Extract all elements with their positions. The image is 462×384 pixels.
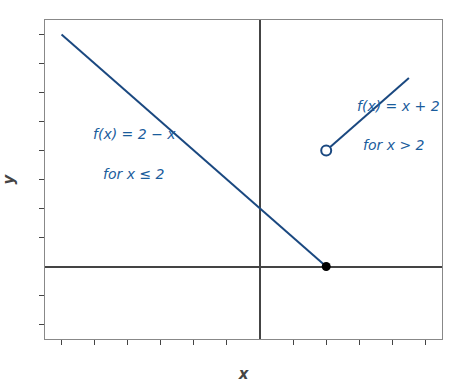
svg-text:f(x) = x + 2: f(x) = x + 2 [357,98,440,114]
svg-text:f(x) = 2 − x: f(x) = 2 − x [93,126,176,142]
svg-text:x: x [238,365,250,383]
svg-text:for x > 2: for x > 2 [363,137,425,153]
svg-text:y: y [0,173,18,184]
svg-text:for x ≤ 2: for x ≤ 2 [103,166,165,182]
